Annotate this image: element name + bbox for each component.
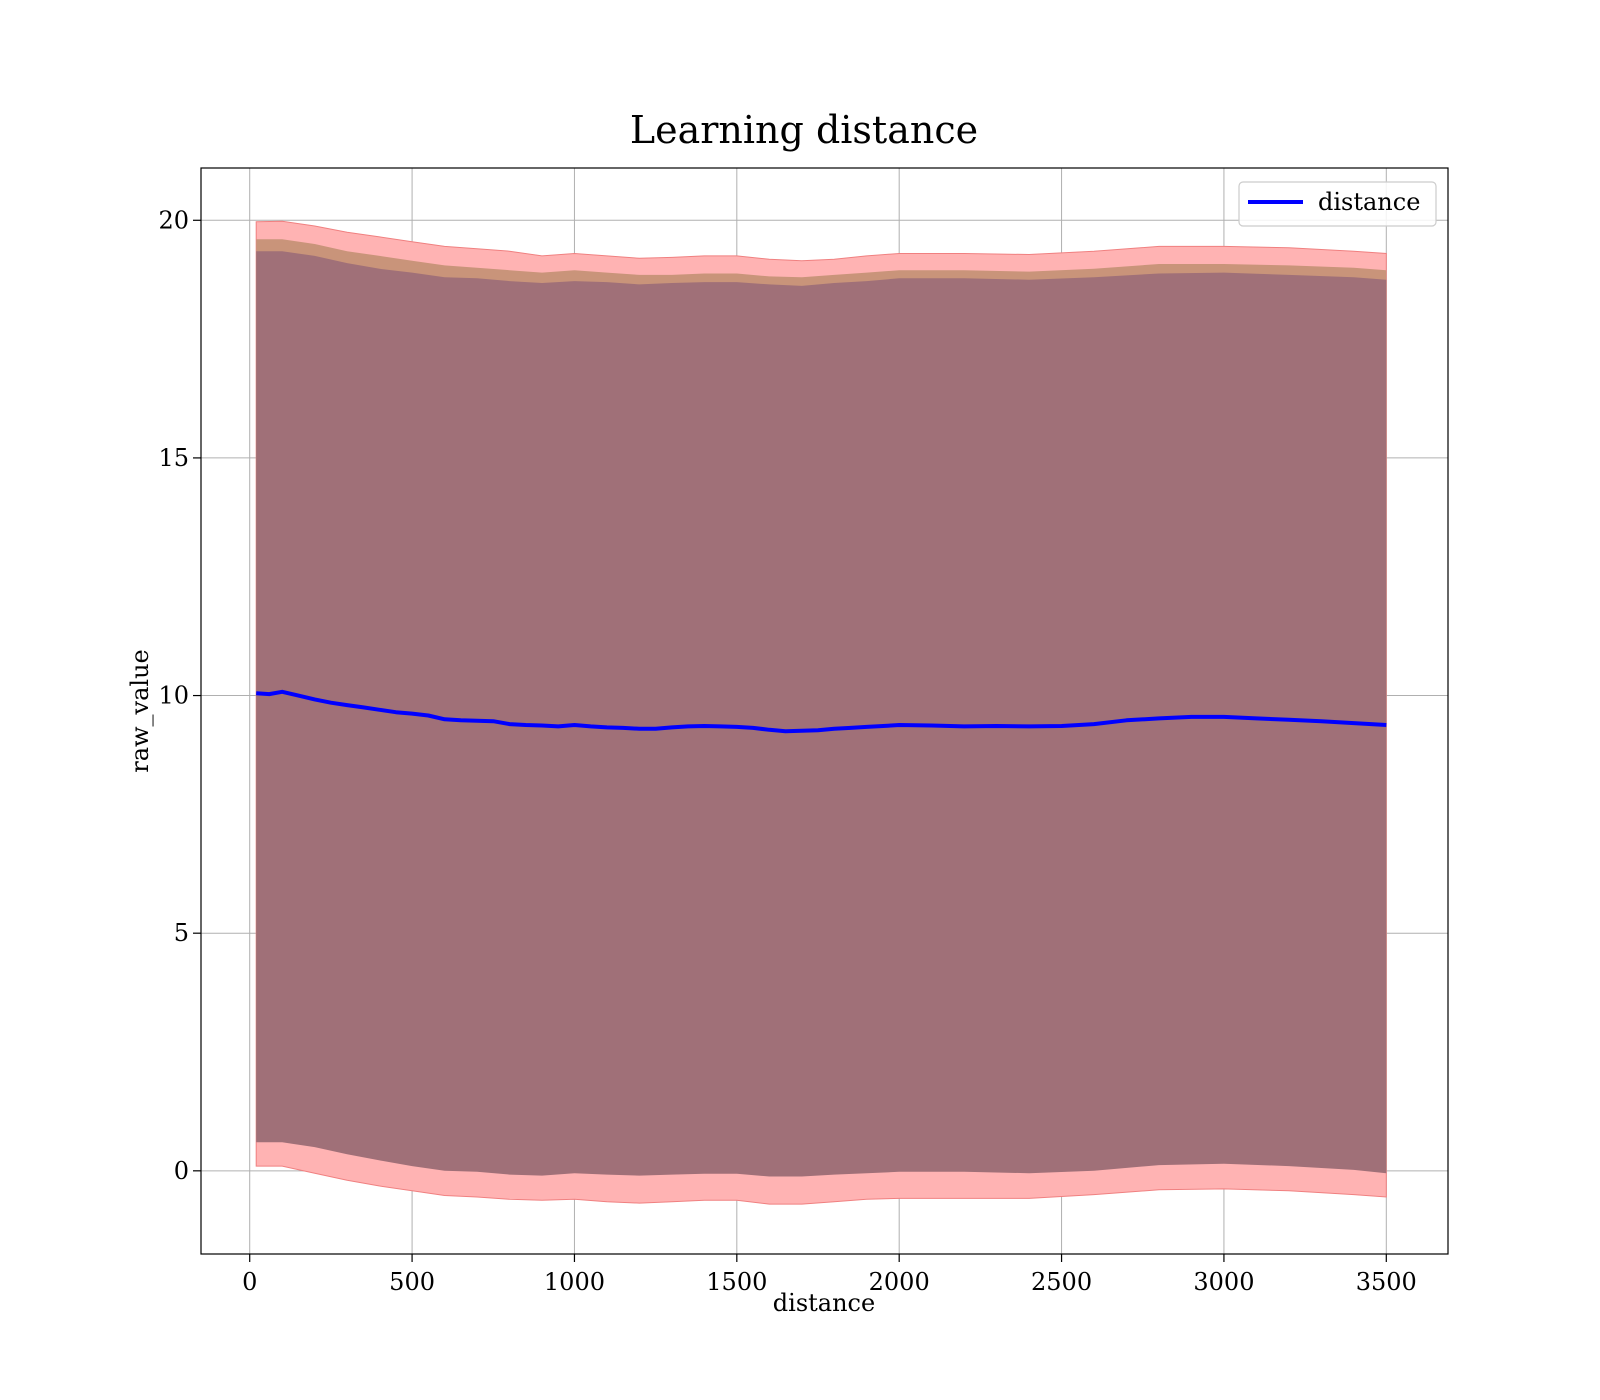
x-tick-label: 500: [389, 1268, 435, 1296]
legend: distance: [1238, 181, 1437, 227]
y-tick-label: 20: [158, 206, 189, 234]
x-axis-label: distance: [773, 1289, 875, 1317]
bands: [255, 220, 1387, 1205]
y-tick-label: 10: [158, 682, 189, 710]
axis-ticks: 0 500 1000 1500 2000 2500 3000 3500 0 5 10 15 20: [158, 206, 1416, 1296]
x-tick-label: 3000: [1193, 1268, 1254, 1296]
band-inner: [256, 251, 1387, 1177]
x-tick-label: 1000: [544, 1268, 605, 1296]
x-tick-label: 0: [242, 1268, 257, 1296]
x-tick-label: 1500: [706, 1268, 767, 1296]
y-tick-label: 15: [158, 444, 189, 472]
series-line-distance: [256, 689, 1387, 734]
series-lines: [256, 689, 1387, 734]
chart-title: Learning distance: [630, 108, 978, 152]
x-tick-label: 2500: [1031, 1268, 1092, 1296]
y-axis-label: raw_value: [126, 649, 154, 773]
y-tick-label: 0: [174, 1157, 189, 1185]
y-tick-label: 5: [174, 919, 189, 947]
plot-frame: [200, 167, 1449, 1255]
x-tick-label: 3500: [1356, 1268, 1417, 1296]
legend-label-distance: distance: [1318, 188, 1420, 216]
x-tick-label: 2000: [869, 1268, 930, 1296]
legend-box: [1238, 181, 1437, 227]
